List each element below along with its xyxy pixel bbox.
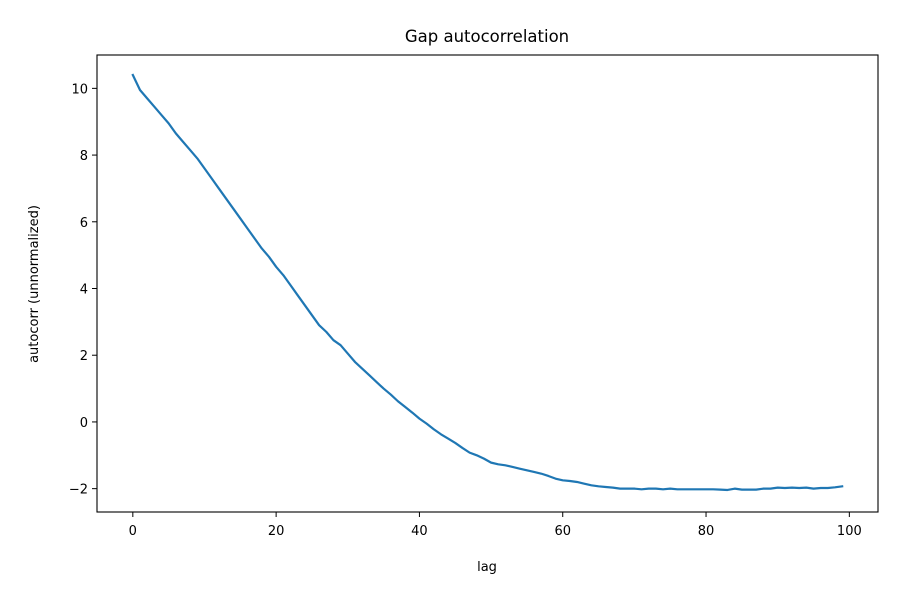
y-axis-ticks: −2 0 2 4 6 8 10 xyxy=(69,82,97,498)
x-tick-label: 40 xyxy=(411,524,428,539)
chart-title: Gap autocorrelation xyxy=(405,27,569,46)
x-tick-label: 0 xyxy=(129,524,137,539)
y-tick-label: 10 xyxy=(71,82,88,97)
plot-area xyxy=(96,54,879,513)
y-axis-label: autocorr (unnormalized) xyxy=(27,205,42,363)
y-tick-label: 0 xyxy=(80,416,88,431)
y-tick-label: 4 xyxy=(80,283,88,298)
series-line-0 xyxy=(131,73,844,492)
y-tick-label: 2 xyxy=(80,349,88,364)
y-tick-label: 8 xyxy=(80,149,88,164)
x-axis-label: lag xyxy=(477,560,497,575)
x-tick-label: 80 xyxy=(698,524,715,539)
x-tick-label: 100 xyxy=(837,524,862,539)
x-axis-ticks: 0 20 40 60 80 100 xyxy=(129,512,862,539)
x-tick-label: 60 xyxy=(554,524,571,539)
plot-frame xyxy=(96,54,879,513)
y-tick-label: 6 xyxy=(80,216,88,231)
x-tick-label: 20 xyxy=(268,524,285,539)
y-tick-label: −2 xyxy=(69,483,88,498)
